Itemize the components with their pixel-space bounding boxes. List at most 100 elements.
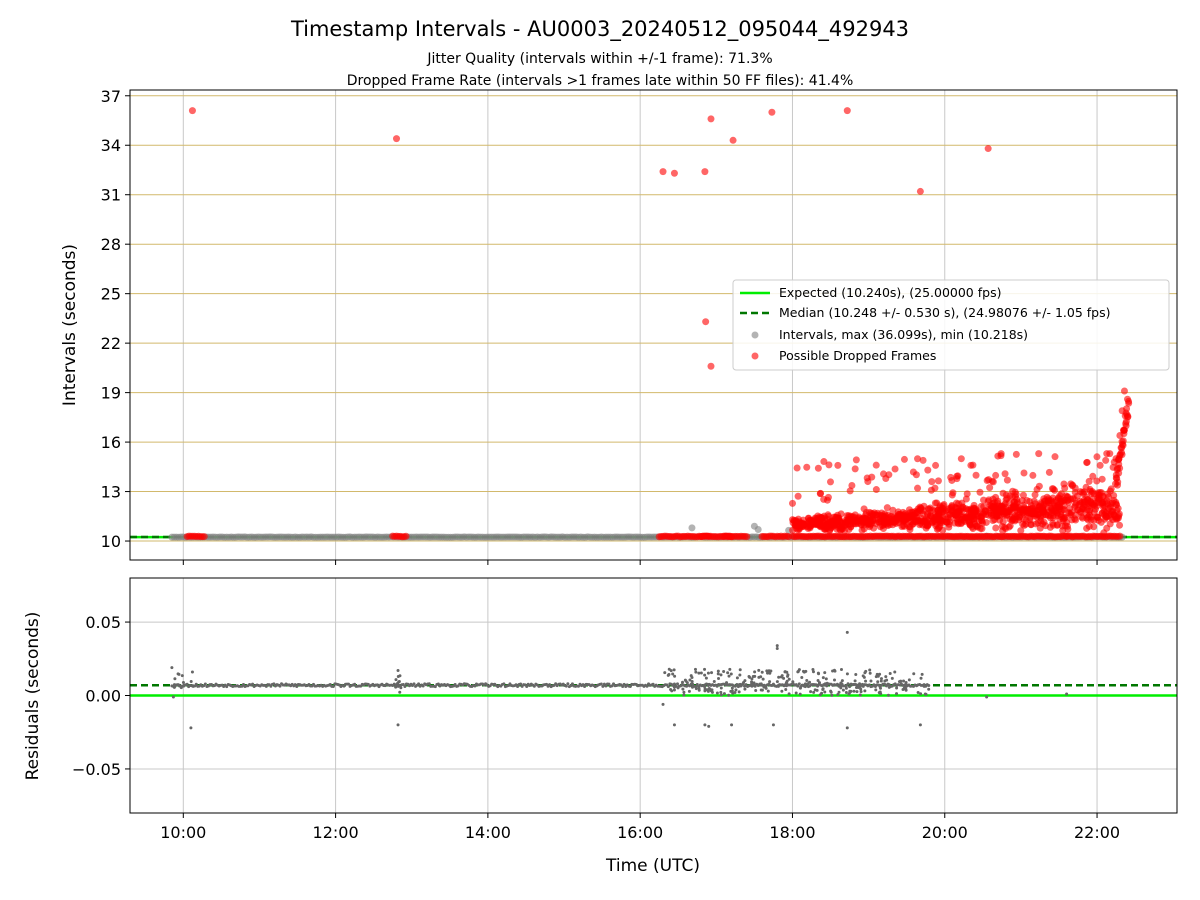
residual-point xyxy=(744,683,748,687)
residual-point xyxy=(886,682,890,686)
residual-point xyxy=(875,672,879,676)
residual-point xyxy=(189,680,193,684)
residual-point xyxy=(731,691,735,695)
residual-point xyxy=(848,685,852,689)
dropped-point xyxy=(989,507,997,515)
residual-point xyxy=(927,684,931,688)
residual-point xyxy=(759,675,763,679)
x-axis-label: Time (UTC) xyxy=(605,856,700,876)
dropped-point xyxy=(1080,488,1088,496)
dropped-point xyxy=(827,524,835,532)
dropped-point xyxy=(904,514,912,522)
dropped-point xyxy=(1040,507,1048,515)
residual-point xyxy=(797,668,801,672)
dropped-point xyxy=(976,488,984,496)
dropped-point xyxy=(963,513,971,521)
residual-point xyxy=(879,677,883,681)
residual-point xyxy=(791,680,795,684)
dropped-point xyxy=(1066,505,1074,513)
residual-point xyxy=(730,723,734,727)
dropped-point xyxy=(911,517,919,525)
residual-point xyxy=(863,689,867,693)
residual-point xyxy=(796,684,800,688)
residual-point xyxy=(706,689,710,693)
dropped-point xyxy=(707,362,715,370)
residual-point xyxy=(661,702,665,706)
residual-point xyxy=(785,684,789,688)
residual-point xyxy=(251,682,255,686)
residual-point xyxy=(829,690,833,694)
residual-point xyxy=(672,682,676,686)
dropped-point xyxy=(820,495,828,503)
dropped-point xyxy=(1063,532,1071,540)
residual-point xyxy=(681,680,685,684)
residual-point xyxy=(729,672,733,676)
dropped-point xyxy=(817,489,825,497)
dropped-point xyxy=(188,107,196,115)
residual-point xyxy=(800,676,804,680)
residual-point xyxy=(918,723,922,727)
x-tick-label: 14:00 xyxy=(465,823,511,842)
residual-point xyxy=(812,690,816,694)
residual-point xyxy=(738,673,742,677)
residual-point xyxy=(730,689,734,693)
dropped-point xyxy=(989,478,997,486)
dropped-point xyxy=(886,518,894,526)
residual-point xyxy=(868,668,872,672)
residual-point xyxy=(672,668,676,672)
residual-point xyxy=(687,689,691,693)
dropped-point xyxy=(924,466,932,474)
residual-point xyxy=(719,693,723,697)
residual-point xyxy=(904,681,908,685)
residual-point xyxy=(697,686,701,690)
dropped-point xyxy=(883,504,891,512)
dropped-point xyxy=(997,450,1005,458)
residual-point xyxy=(394,678,398,682)
dropped-point xyxy=(992,471,1000,479)
dropped-point xyxy=(1116,431,1124,439)
dropped-point xyxy=(1119,441,1127,449)
legend-dropped-label: Possible Dropped Frames xyxy=(779,348,936,363)
residual-point xyxy=(675,682,679,686)
residual-point xyxy=(787,692,791,696)
residual-point xyxy=(172,683,176,687)
dropped-point xyxy=(970,515,978,523)
residual-point xyxy=(751,675,755,679)
residual-point xyxy=(722,692,726,696)
residual-point xyxy=(1065,692,1069,696)
residual-point xyxy=(759,688,763,692)
residual-point xyxy=(859,687,863,691)
residual-point xyxy=(845,630,849,634)
residual-point xyxy=(396,723,400,727)
residual-point xyxy=(688,678,692,682)
residual-point xyxy=(421,684,425,688)
top-y-tick-label: 16 xyxy=(101,433,121,452)
dropped-point xyxy=(848,481,856,489)
residual-point xyxy=(776,684,780,688)
residual-point xyxy=(874,675,878,679)
residual-point xyxy=(719,686,723,690)
residual-point xyxy=(645,684,649,688)
residual-point xyxy=(672,688,676,692)
residual-point xyxy=(895,686,899,690)
dropped-point xyxy=(1007,504,1015,512)
legend-expected-label: Expected (10.240s), (25.00000 fps) xyxy=(779,285,1001,300)
residual-point xyxy=(689,674,693,678)
residual-point xyxy=(398,674,402,678)
residual-point xyxy=(189,726,193,730)
residual-point xyxy=(920,672,924,676)
dropped-point xyxy=(1085,522,1093,530)
residual-point xyxy=(878,686,882,690)
residual-point xyxy=(763,684,767,688)
dropped-point xyxy=(1089,472,1097,480)
residual-point xyxy=(816,671,820,675)
residual-point xyxy=(839,686,843,690)
dropped-point xyxy=(794,492,802,500)
residual-point xyxy=(532,684,536,688)
residual-point xyxy=(805,678,809,682)
residual-point xyxy=(396,669,400,673)
dropped-point xyxy=(1096,461,1104,469)
residual-point xyxy=(750,684,754,688)
residual-point xyxy=(716,669,720,673)
dropped-point xyxy=(1013,499,1021,507)
